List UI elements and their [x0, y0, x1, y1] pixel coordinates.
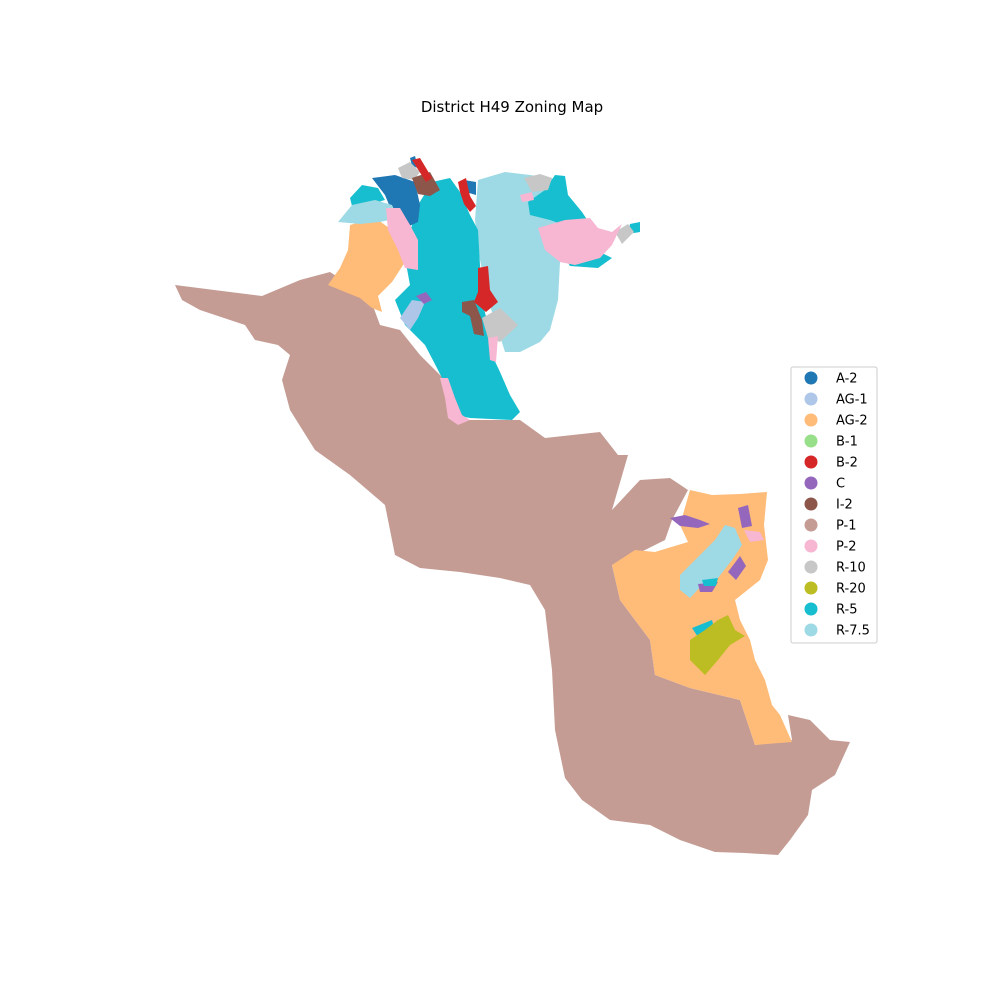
- zone-ag-2-southeast: [612, 490, 792, 745]
- map-title: District H49 Zoning Map: [421, 98, 603, 116]
- zone-p-2-central: [488, 336, 498, 362]
- legend-label-b-2: B-2: [836, 456, 858, 471]
- zone-r-7-5-southeast: [680, 525, 742, 598]
- zone-p-2-northwest: [386, 208, 418, 270]
- zone-c-southeast-east: [738, 505, 752, 528]
- zone-a-2-northwest: [372, 175, 420, 228]
- zone-b-2-north: [458, 178, 476, 212]
- zone-r-10-north: [398, 162, 420, 180]
- zone-i-2-central: [462, 300, 484, 336]
- zone-b-2-central: [474, 266, 498, 312]
- legend-label-ag-2: AG-2: [836, 414, 868, 429]
- zone-r-10-central: [482, 308, 518, 342]
- legend-label-r-7-5: R-7.5: [836, 624, 870, 639]
- zone-r-7-5-northwest: [338, 200, 398, 224]
- legend-frame: [790, 366, 878, 644]
- legend-marker-a-2: [804, 371, 818, 385]
- legend-label-r-5: R-5: [836, 603, 857, 618]
- legend-marker-r-7-5: [804, 623, 818, 637]
- zone-p-2-south-edge: [440, 378, 470, 425]
- zone-r-10-east-tip: [615, 224, 634, 244]
- zone-p-2-northeast-bit: [520, 192, 534, 202]
- legend-marker-r-5: [804, 602, 818, 616]
- zone-p-2-northeast: [538, 218, 622, 265]
- legend-marker-c: [804, 476, 818, 490]
- legend-label-p-2: P-2: [836, 540, 857, 555]
- zone-ag-1-central: [400, 300, 425, 330]
- legend: A-2 AG-1 AG-2 B-1 B-2 C I-2 P-1 P-2 R-10 R-20 R-5 R-…: [790, 366, 878, 644]
- legend-marker-r-10: [804, 560, 818, 574]
- zone-r-20-southeast: [690, 615, 745, 675]
- legend-marker-ag-1: [804, 392, 818, 406]
- legend-label-a-2: A-2: [836, 372, 858, 387]
- zone-r-5-northeast: [528, 175, 590, 228]
- legend-label-i-2: I-2: [836, 498, 853, 513]
- legend-marker-b-1: [804, 434, 818, 448]
- zone-p-2-southeast: [744, 530, 764, 542]
- zone-ag-2-west: [328, 218, 405, 312]
- zone-r-10-northeast: [524, 174, 552, 192]
- legend-marker-p-2: [804, 539, 818, 553]
- zone-c-southeast-south: [728, 556, 746, 580]
- zone-r-5-southeast-small: [702, 578, 718, 586]
- legend-label-c: C: [836, 477, 845, 492]
- legend-marker-p-1: [804, 518, 818, 532]
- zone-b-2-north-edge: [412, 158, 432, 182]
- zoning-map: [175, 156, 850, 855]
- legend-label-b-1: B-1: [836, 435, 858, 450]
- legend-label-r-20: R-20: [836, 582, 866, 597]
- legend-label-p-1: P-1: [836, 519, 857, 534]
- legend-label-ag-1: AG-1: [836, 393, 868, 408]
- zone-c-southeast-west: [670, 515, 710, 528]
- legend-marker-b-2: [804, 455, 818, 469]
- legend-label-r-10: R-10: [836, 561, 866, 576]
- zone-p-1-main: [175, 272, 850, 855]
- zone-i-2-north: [412, 172, 440, 196]
- legend-marker-ag-2: [804, 413, 818, 427]
- legend-marker-i-2: [804, 497, 818, 511]
- legend-marker-r-20: [804, 581, 818, 595]
- zone-r-5-central: [395, 178, 520, 420]
- zone-c-central: [416, 292, 432, 304]
